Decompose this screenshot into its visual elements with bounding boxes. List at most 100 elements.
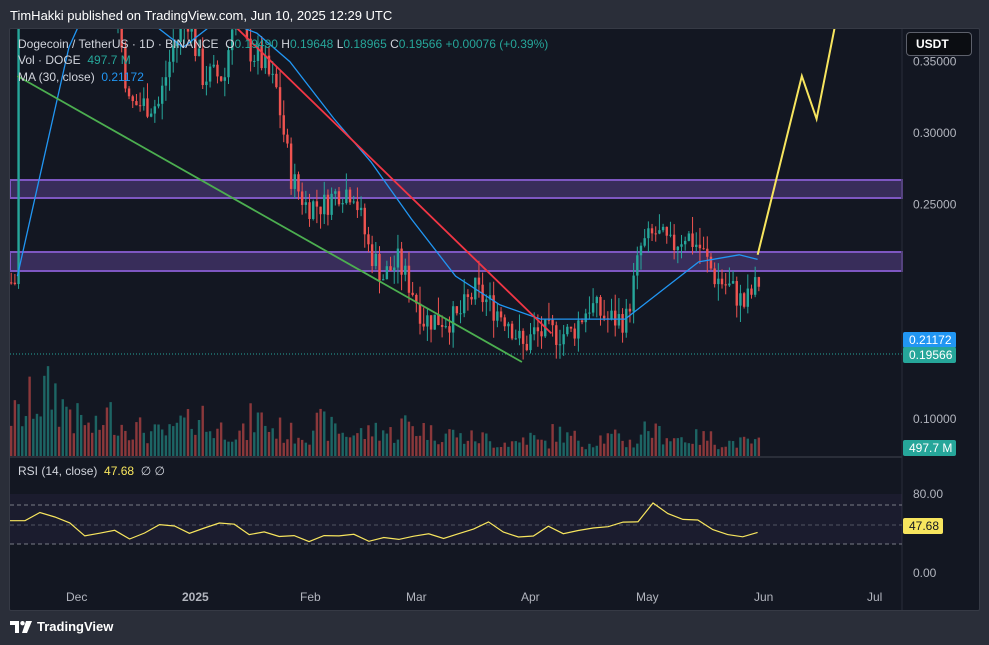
candle-body	[614, 310, 617, 326]
volume-bar	[323, 411, 326, 456]
volume-bar	[183, 417, 186, 456]
volume-bar	[393, 442, 396, 456]
volume-bar	[271, 428, 274, 456]
candle-body	[440, 324, 444, 327]
candle-body	[282, 115, 285, 135]
candle-body	[713, 268, 716, 285]
volume-bar	[713, 444, 716, 456]
candle-body	[551, 319, 554, 326]
volume-bar	[661, 444, 665, 456]
symbol-title[interactable]: Dogecoin / TetherUS · 1D · BINANCE	[18, 37, 219, 51]
volume-bar	[488, 441, 492, 456]
candle-body	[404, 265, 407, 275]
volume-bar	[208, 431, 212, 456]
time-tick: May	[636, 590, 659, 604]
candle-body	[669, 234, 672, 236]
volume-bar	[242, 423, 245, 456]
candle-body	[315, 201, 319, 207]
volume-bar	[297, 437, 300, 456]
volume-legend[interactable]: Vol · DOGE 497.7 M	[18, 52, 131, 68]
candle-body	[577, 320, 580, 339]
candle-body	[289, 143, 293, 189]
candle-body	[540, 331, 543, 337]
volume-bar	[109, 402, 112, 456]
time-tick: Jun	[754, 590, 773, 604]
candle-body	[253, 60, 256, 62]
candle-body	[750, 288, 753, 295]
volume-bar	[24, 416, 28, 456]
candle-body	[367, 234, 370, 245]
volume-bar	[157, 424, 160, 456]
candle-body	[485, 299, 488, 303]
volume-bar	[363, 439, 366, 456]
projection-path[interactable]	[756, 29, 887, 255]
volume-bar	[161, 429, 164, 456]
candle-body	[595, 297, 598, 304]
candle-body	[562, 334, 565, 345]
candle-body	[448, 326, 451, 333]
volume-bar	[293, 443, 296, 456]
candle-body	[426, 315, 429, 327]
candle-body	[695, 244, 698, 247]
ma-legend[interactable]: MA (30, close) 0.21172	[18, 69, 144, 85]
candle-body	[728, 283, 731, 286]
volume-bar	[352, 435, 355, 456]
candle-body	[212, 64, 215, 67]
volume-bar	[422, 422, 425, 456]
axis-labels: 0.600000.550000.500000.450000.400000.350…	[66, 55, 957, 604]
volume-bar	[632, 447, 635, 456]
time-tick: Dec	[66, 590, 87, 604]
candle-body	[742, 293, 746, 307]
volume-bar	[65, 406, 68, 456]
volume-bar	[28, 376, 31, 456]
tradingview-logo-icon	[10, 620, 32, 633]
support-trendline[interactable]	[16, 75, 523, 363]
footer-brand[interactable]: TradingView	[10, 619, 113, 634]
candle-body	[702, 248, 705, 250]
volume-bar	[481, 432, 484, 456]
candle-body	[628, 308, 632, 312]
candle-body	[521, 330, 525, 344]
volume-bar	[544, 440, 547, 456]
candle-body	[275, 73, 278, 88]
volume-bar	[381, 430, 385, 456]
currency-button[interactable]: USDT	[906, 32, 972, 56]
volume-bar	[466, 440, 470, 456]
candle-body	[444, 326, 447, 328]
price-chart-svg[interactable]: 0.600000.550000.500000.450000.400000.350…	[10, 29, 979, 610]
candle-body	[536, 327, 540, 332]
candle-body	[466, 294, 470, 297]
candle-body	[492, 295, 495, 321]
candle-body	[477, 277, 481, 285]
candle-body	[459, 313, 462, 315]
rsi-legend[interactable]: RSI (14, close) 47.68 ∅ ∅	[18, 463, 165, 479]
candle-body	[706, 248, 709, 257]
volume-bar	[610, 433, 613, 456]
candle-body	[610, 310, 613, 319]
volume-bar	[614, 429, 617, 456]
candle-body	[650, 228, 654, 234]
candle-body	[370, 244, 374, 266]
resistance-trendline[interactable]	[80, 29, 553, 335]
volume-bar	[87, 422, 90, 456]
volume-bar	[606, 433, 610, 456]
volume-bar	[267, 431, 271, 456]
change-value: +0.00076 (+0.39%)	[445, 37, 549, 51]
volume-bar	[577, 440, 580, 456]
volume-bar	[326, 440, 330, 456]
volume-bar	[507, 446, 510, 456]
candle-body	[529, 334, 532, 351]
candle-body	[547, 319, 551, 321]
volume-bar	[739, 437, 742, 456]
volume-bar	[367, 425, 370, 456]
candle-body	[271, 73, 274, 75]
ma-price-tag: 0.21172	[903, 332, 956, 348]
candle-body	[312, 201, 315, 219]
chart-pane[interactable]: 0.600000.550000.500000.450000.400000.350…	[9, 28, 980, 611]
candle-body	[407, 265, 411, 293]
candle-body	[389, 266, 392, 271]
volume-bar	[415, 436, 418, 456]
volume-bar	[735, 447, 738, 456]
candle-body	[683, 240, 687, 245]
candle-body	[569, 326, 573, 329]
